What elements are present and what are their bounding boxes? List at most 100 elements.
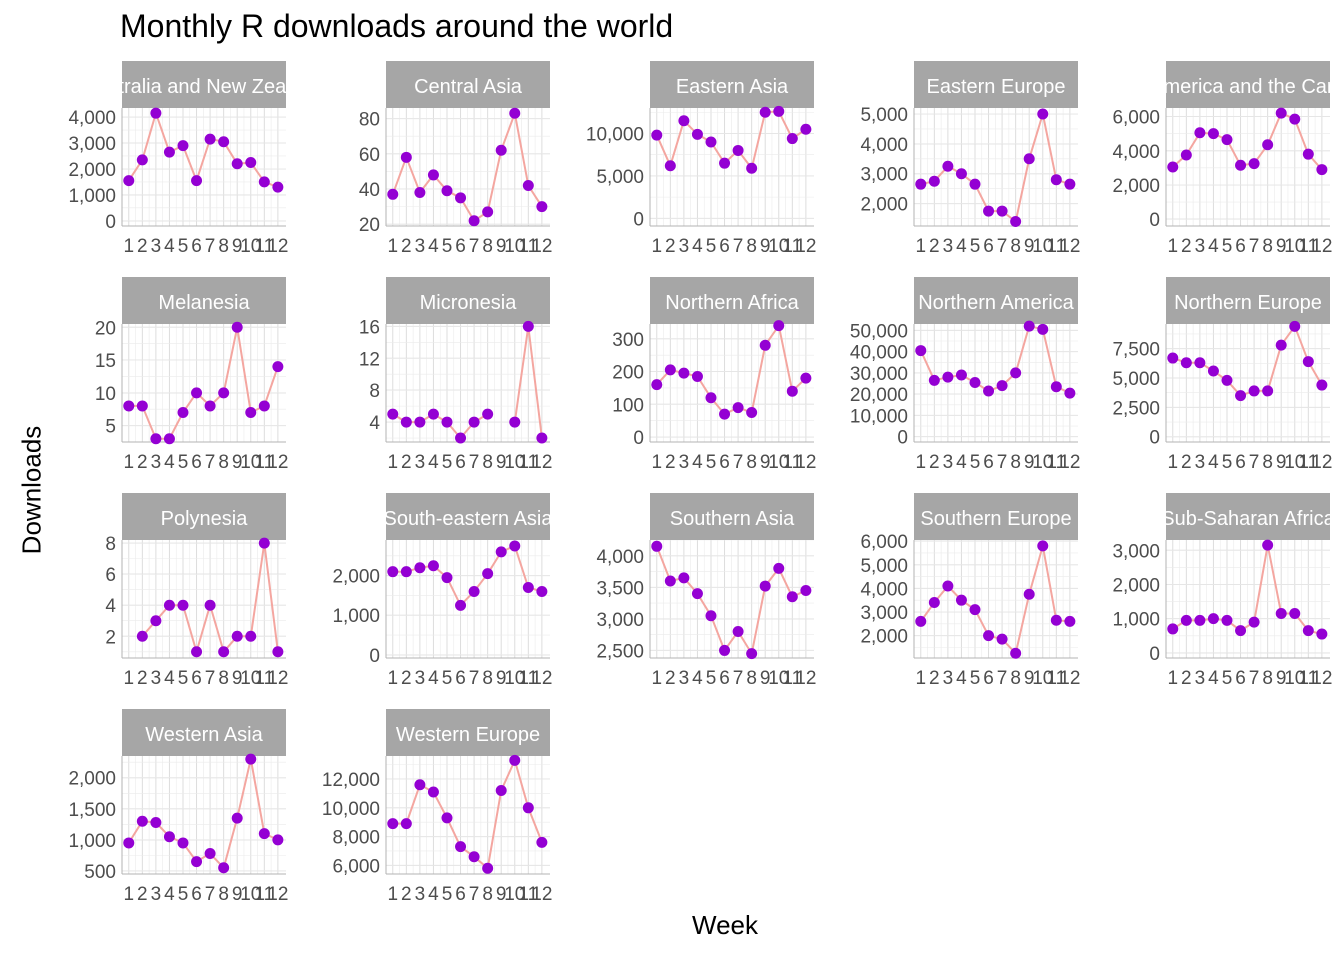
x-tick-label: 11	[254, 236, 274, 257]
x-tick-label: 12	[267, 668, 288, 689]
data-point	[509, 540, 521, 552]
x-tick-label: 2	[1181, 668, 1192, 689]
x-tick-label: 10	[768, 236, 789, 257]
facet-strip	[122, 709, 286, 756]
x-tick-label: 1	[123, 236, 134, 257]
x-tick-label: 10	[504, 452, 525, 473]
x-tick-label: 9	[232, 884, 243, 905]
data-point	[983, 205, 995, 217]
x-tick-label: 6	[455, 452, 466, 473]
data-point	[955, 168, 967, 180]
x-tick-label: 4	[164, 884, 175, 905]
y-tick-label: 2,000	[1112, 176, 1160, 197]
data-point	[705, 392, 717, 404]
x-tick-label: 5	[442, 668, 453, 689]
x-tick-label: 5	[970, 236, 981, 257]
y-tick-label: 2,000	[860, 195, 908, 216]
y-tick-label: 12	[359, 349, 380, 370]
x-tick-label: 3	[151, 668, 162, 689]
data-point	[1010, 647, 1022, 659]
x-tick-label: 7	[205, 236, 216, 257]
data-point	[482, 862, 494, 874]
x-tick-label: 4	[428, 884, 439, 905]
data-point	[177, 599, 189, 611]
x-tick-label: 6	[1235, 236, 1246, 257]
x-tick-label: 10	[1032, 236, 1053, 257]
x-tick-label: 5	[442, 236, 453, 257]
facet-strip-label: Australia and New Zealand	[84, 76, 324, 98]
data-point	[400, 151, 412, 163]
data-point	[400, 566, 412, 578]
facet-strip	[386, 493, 550, 540]
data-point	[482, 568, 494, 580]
y-tick-label: 1,000	[1112, 610, 1160, 631]
data-point	[468, 585, 480, 597]
data-point	[136, 630, 148, 642]
y-tick-label: 6	[105, 565, 116, 586]
x-tick-label: 12	[795, 668, 816, 689]
x-tick-label: 8	[482, 884, 493, 905]
data-point	[746, 407, 758, 418]
x-tick-label: 12	[1311, 668, 1332, 689]
data-point	[1037, 323, 1049, 335]
y-tick-label: 30,000	[850, 364, 908, 385]
data-point	[191, 856, 203, 868]
x-tick-label: 5	[178, 884, 189, 905]
facet-strip-label: Eastern Asia	[676, 76, 789, 98]
data-point	[1302, 356, 1314, 368]
x-tick-label: 4	[956, 236, 967, 257]
facet-strip	[122, 61, 286, 108]
y-tick-label: 2	[105, 627, 116, 648]
data-point	[272, 181, 284, 193]
data-point	[150, 816, 162, 828]
x-tick-label: 7	[469, 884, 480, 905]
y-tick-label: 6,000	[332, 856, 380, 877]
x-tick-label: 1	[387, 452, 398, 473]
x-tick-label: 9	[232, 236, 243, 257]
data-point	[996, 205, 1008, 217]
x-tick-label: 8	[218, 452, 229, 473]
x-tick-label: 11	[518, 884, 538, 905]
x-tick-label: 10	[504, 236, 525, 257]
data-point	[691, 370, 703, 382]
x-tick-label: 7	[997, 236, 1008, 257]
data-point	[258, 400, 270, 412]
data-point	[800, 372, 812, 384]
data-point	[664, 160, 676, 172]
data-point	[1180, 357, 1192, 369]
facet-strip-label: Melanesia	[158, 292, 250, 314]
data-point	[732, 402, 744, 414]
data-point	[1316, 628, 1328, 640]
x-tick-label: 6	[719, 452, 730, 473]
x-tick-label: 2	[137, 236, 148, 257]
data-point	[245, 630, 257, 642]
data-point	[1275, 107, 1287, 119]
data-point	[427, 169, 439, 181]
data-point	[536, 836, 548, 848]
data-point	[218, 862, 230, 874]
x-tick-label: 2	[665, 452, 676, 473]
x-tick-label: 6	[719, 668, 730, 689]
y-tick-label: 0	[633, 209, 644, 230]
y-tick-label: 1,000	[68, 831, 116, 852]
data-point	[455, 599, 467, 611]
data-point	[996, 380, 1008, 392]
x-axis-title: Week	[692, 910, 758, 940]
data-point	[204, 400, 216, 412]
x-tick-label: 5	[970, 452, 981, 473]
y-tick-label: 12,000	[322, 770, 380, 791]
facet-strip-label: Eastern Europe	[927, 76, 1066, 98]
x-tick-label: 6	[1235, 668, 1246, 689]
facet-strip-label: Western Asia	[145, 724, 263, 746]
data-point	[427, 408, 439, 420]
data-point	[455, 192, 467, 204]
data-point	[482, 206, 494, 218]
facet-strip	[1166, 61, 1330, 108]
data-point	[191, 387, 203, 399]
x-tick-label: 2	[137, 668, 148, 689]
x-tick-label: 3	[415, 452, 426, 473]
x-tick-label: 2	[929, 668, 940, 689]
y-tick-label: 40,000	[850, 343, 908, 364]
